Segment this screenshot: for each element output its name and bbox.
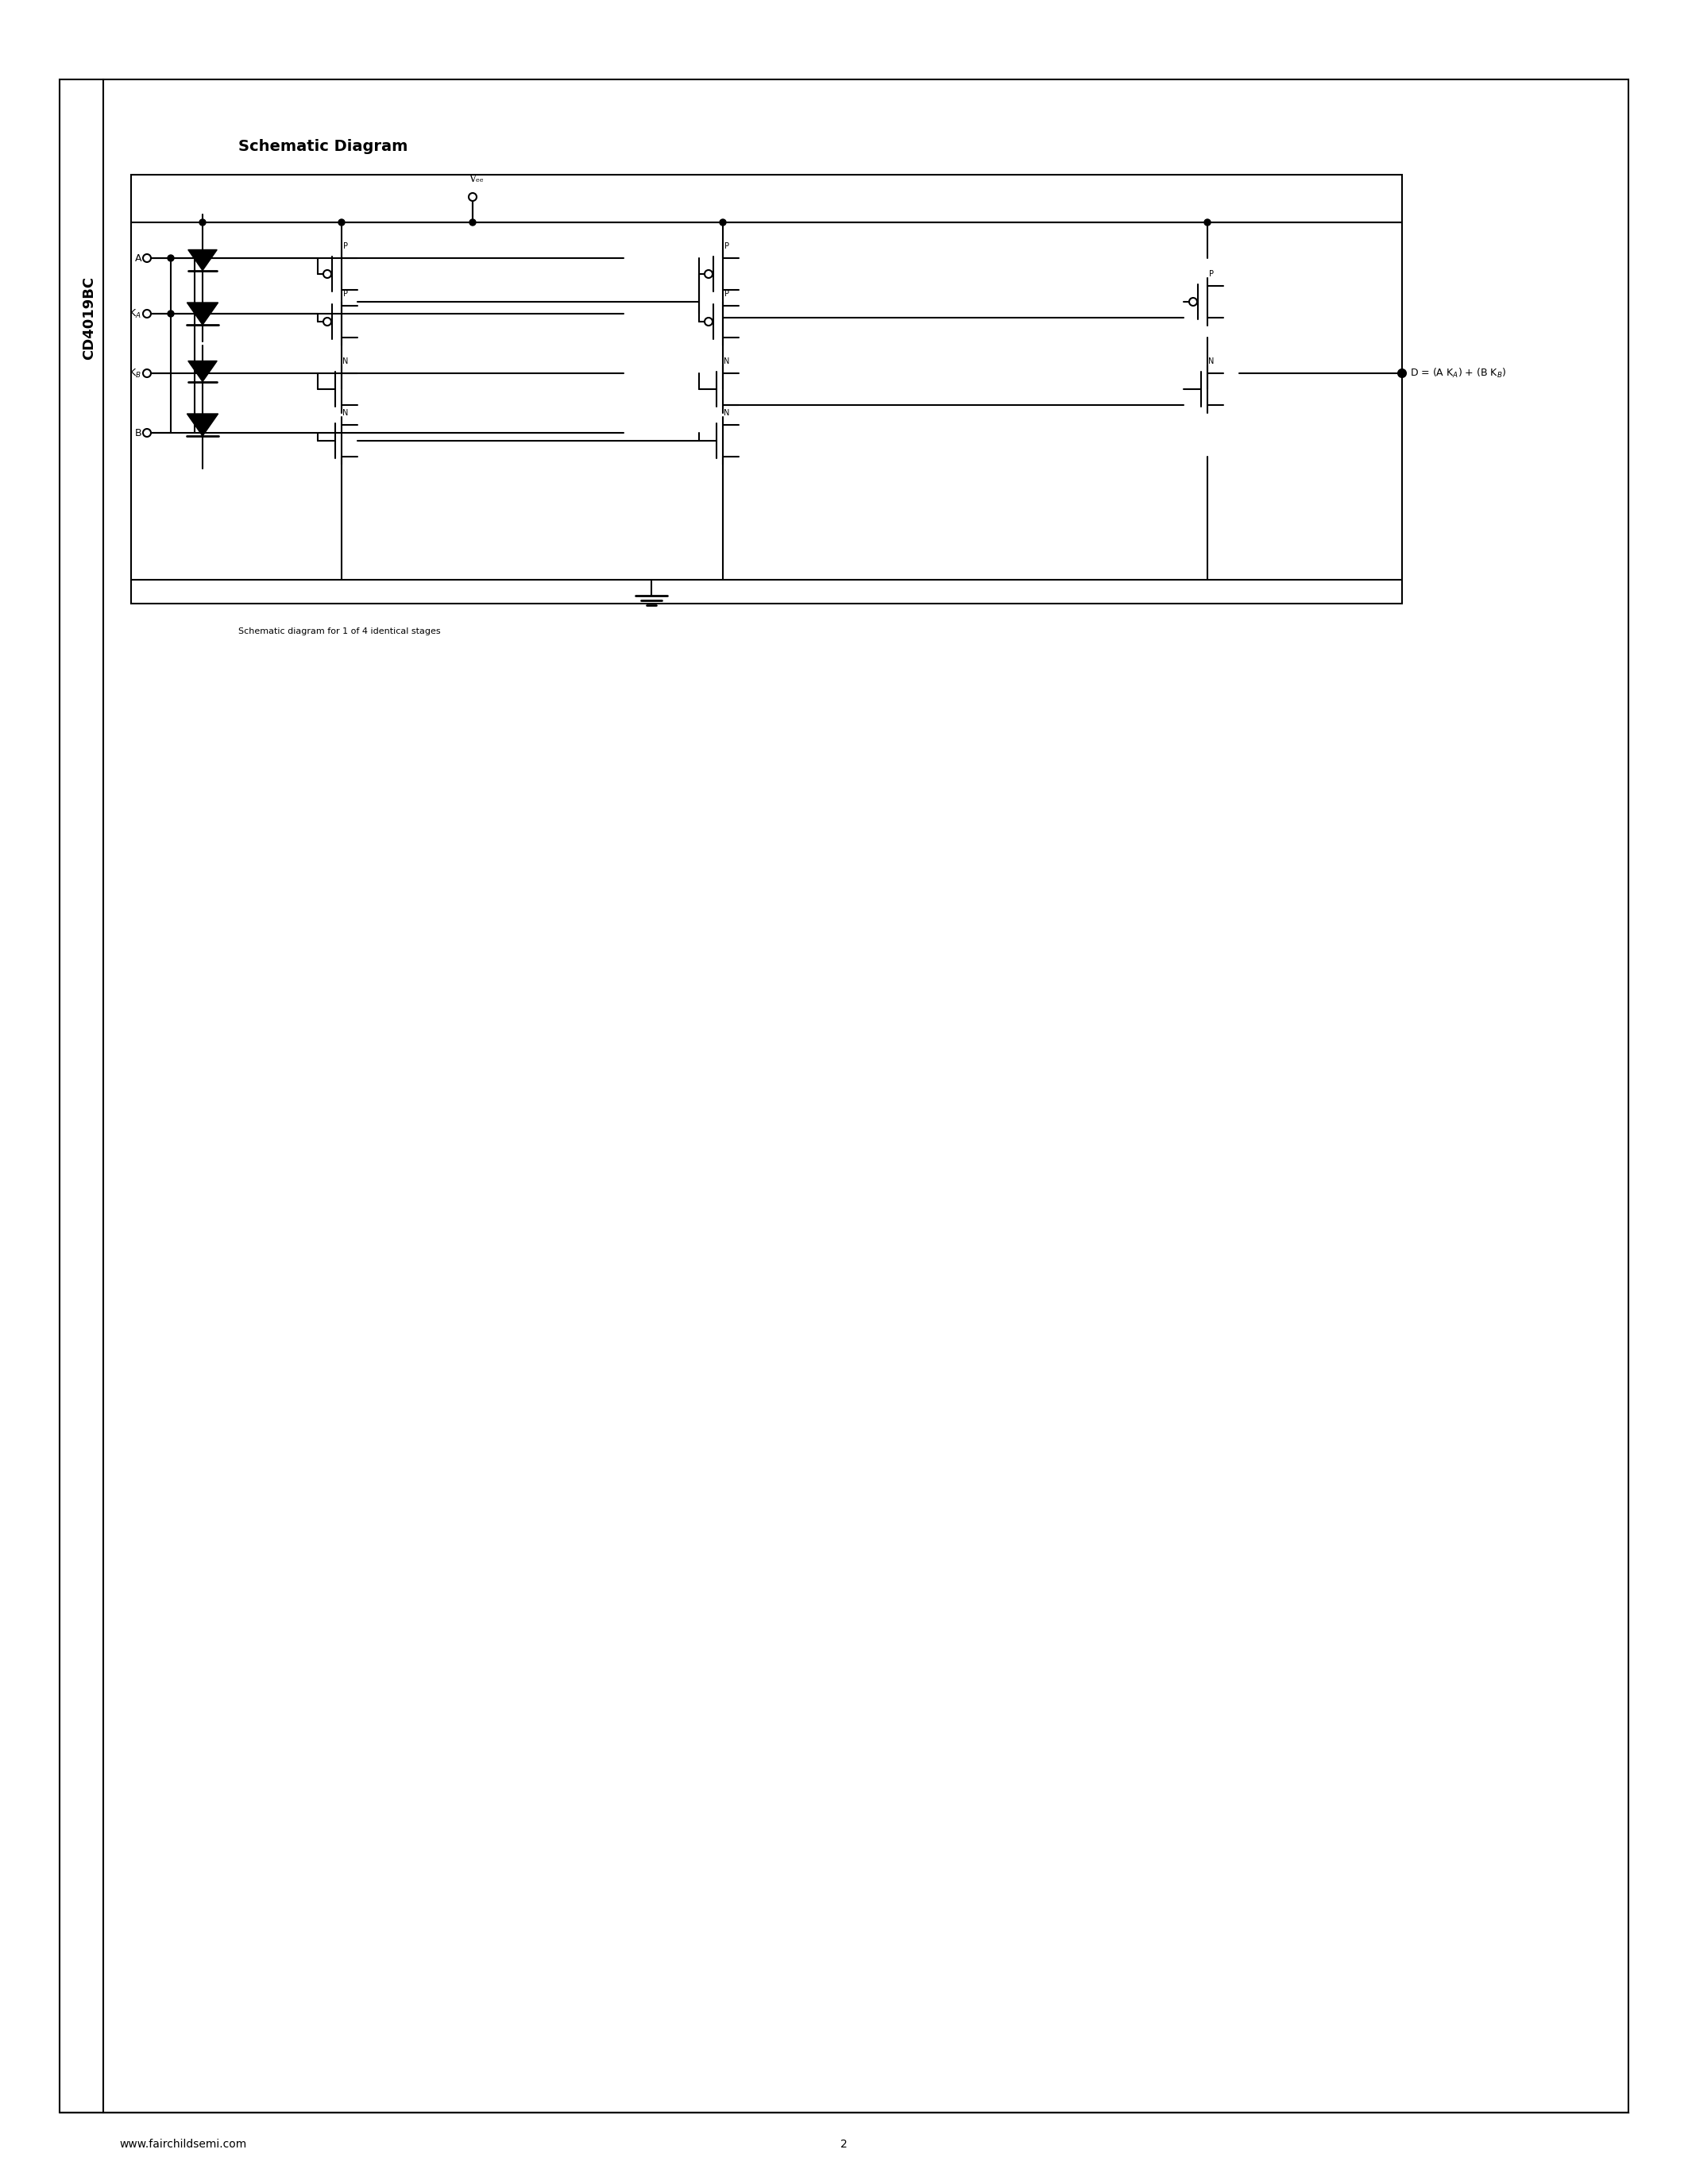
- Text: P: P: [724, 242, 729, 251]
- Text: A: A: [135, 253, 142, 264]
- Text: P: P: [1209, 271, 1214, 277]
- Text: 2: 2: [841, 2138, 847, 2149]
- Text: N: N: [343, 358, 348, 365]
- Polygon shape: [187, 249, 218, 271]
- Text: P: P: [724, 290, 729, 297]
- Circle shape: [167, 310, 174, 317]
- Circle shape: [324, 317, 331, 325]
- Text: K$_A$: K$_A$: [128, 308, 142, 319]
- Circle shape: [1398, 369, 1406, 378]
- Text: N: N: [724, 358, 729, 365]
- Circle shape: [199, 218, 206, 225]
- Text: CD4019BC: CD4019BC: [81, 275, 96, 360]
- Polygon shape: [187, 360, 218, 382]
- Text: P: P: [343, 242, 348, 251]
- Circle shape: [469, 218, 476, 225]
- Circle shape: [143, 369, 150, 378]
- Circle shape: [143, 253, 150, 262]
- Text: Schematic Diagram: Schematic Diagram: [238, 140, 408, 155]
- Circle shape: [719, 218, 726, 225]
- Circle shape: [1399, 369, 1404, 376]
- Circle shape: [704, 317, 712, 325]
- Text: B: B: [135, 428, 142, 439]
- Text: N: N: [1209, 358, 1214, 365]
- Circle shape: [338, 218, 344, 225]
- Text: Schematic diagram for 1 of 4 identical stages: Schematic diagram for 1 of 4 identical s…: [238, 627, 441, 636]
- Circle shape: [143, 428, 150, 437]
- Bar: [132, 175, 1403, 603]
- Circle shape: [1188, 297, 1197, 306]
- Polygon shape: [187, 413, 218, 437]
- Circle shape: [469, 192, 476, 201]
- Circle shape: [143, 310, 150, 317]
- Text: N: N: [343, 408, 348, 417]
- Circle shape: [1204, 218, 1210, 225]
- Circle shape: [324, 271, 331, 277]
- Text: P: P: [343, 290, 348, 297]
- Text: www.fairchildsemi.com: www.fairchildsemi.com: [120, 2138, 246, 2149]
- Text: K$_B$: K$_B$: [128, 367, 142, 380]
- Circle shape: [167, 256, 174, 262]
- Text: N: N: [724, 408, 729, 417]
- Text: D = (A K$_A$) + (B K$_B$): D = (A K$_A$) + (B K$_B$): [1409, 367, 1506, 380]
- Circle shape: [704, 271, 712, 277]
- Polygon shape: [187, 304, 218, 325]
- Text: Vₑₑ: Vₑₑ: [469, 175, 484, 183]
